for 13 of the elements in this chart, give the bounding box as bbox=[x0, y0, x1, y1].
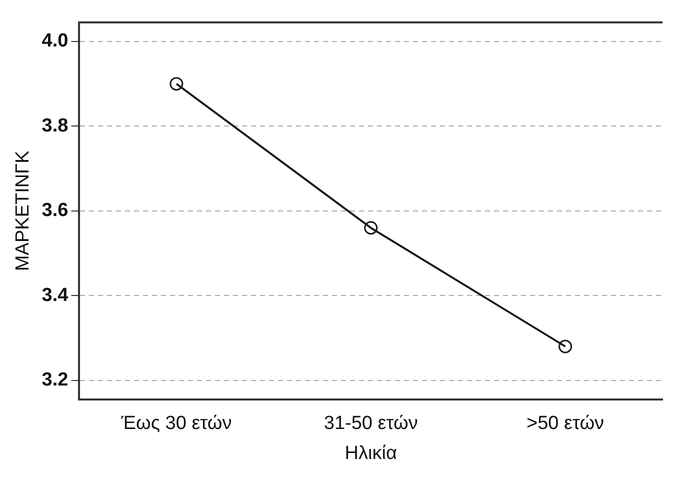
y-axis-title: ΜΑΡΚΕΤΙΝΓΚ bbox=[12, 150, 34, 272]
x-axis-title: Ηλικία bbox=[344, 442, 397, 464]
point bbox=[364, 221, 378, 235]
point bbox=[558, 340, 572, 354]
x-tick-label: 31-50 ετών bbox=[324, 413, 418, 434]
x-tick-label: >50 ετών bbox=[526, 413, 604, 434]
y-tick-label: 3.6 bbox=[42, 200, 68, 222]
point bbox=[170, 77, 184, 91]
y-tick-label: 3.8 bbox=[42, 115, 68, 136]
y-tick-label: 4.0 bbox=[42, 30, 68, 52]
y-tick-label: 3.2 bbox=[42, 370, 68, 391]
x-tick-label: Έως 30 ετών bbox=[120, 413, 232, 434]
y-tick-label: 3.4 bbox=[42, 284, 69, 306]
